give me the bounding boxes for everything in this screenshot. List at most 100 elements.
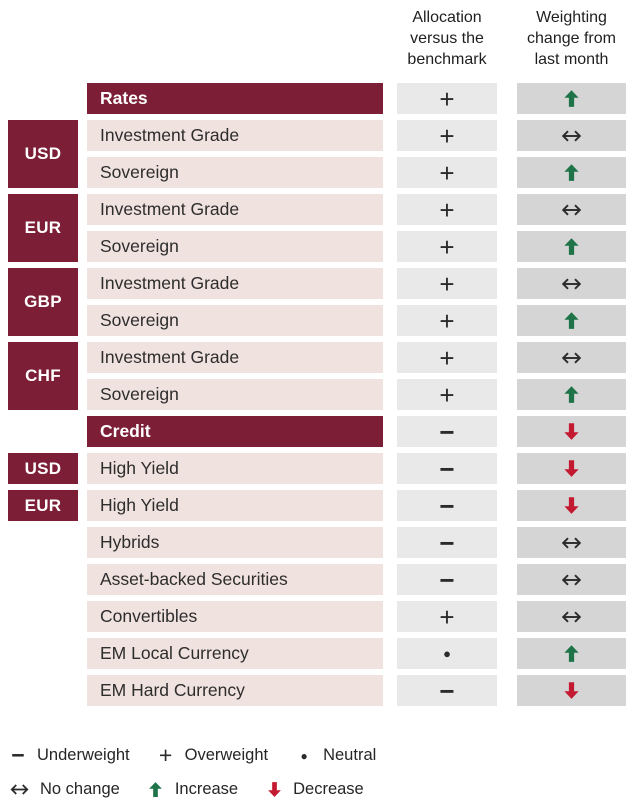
row-label: EM Local Currency [87, 638, 383, 669]
increase-arrow-icon [149, 782, 163, 797]
legend-line-allocation: − Underweight + Overweight ● Neutral [8, 744, 628, 767]
currency-badge: CHF [8, 342, 78, 410]
decrease-arrow-icon [564, 682, 579, 699]
legend-label: Underweight [37, 746, 130, 764]
currency-label: GBP [24, 292, 62, 311]
allocation-cell: + [397, 601, 497, 632]
weighting-cell [517, 83, 626, 114]
underweight-minus-icon: − [11, 742, 25, 768]
table-header: Allocation versus the benchmark Weightin… [8, 5, 628, 77]
legend-label: Decrease [293, 780, 364, 798]
currency-badge: GBP [8, 268, 78, 336]
weighting-cell [517, 601, 626, 632]
legend: − Underweight + Overweight ● Neutral No … [8, 744, 628, 799]
section-header: Rates [87, 83, 383, 114]
legend-item-decrease: Decrease [264, 780, 364, 799]
row-label: Convertibles [87, 601, 383, 632]
allocation-cell: − [397, 564, 497, 595]
row-label: Investment Grade [87, 194, 383, 225]
increase-arrow-icon [564, 645, 579, 662]
no-change-arrow-icon [561, 611, 582, 622]
weighting-cell [517, 305, 626, 336]
row-label: High Yield [87, 453, 383, 484]
section-header: Credit [87, 416, 383, 447]
allocation-cell: + [397, 231, 497, 262]
row-label: Investment Grade [87, 268, 383, 299]
allocation-cell: − [397, 453, 497, 484]
weighting-cell [517, 379, 626, 410]
weighting-cell [517, 194, 626, 225]
allocation-cell: + [397, 379, 497, 410]
row-label: Investment Grade [87, 342, 383, 373]
row-label: Investment Grade [87, 120, 383, 151]
no-change-arrow-icon [8, 783, 31, 796]
no-change-arrow-icon [561, 537, 582, 548]
column-header-allocation: Allocation versus the benchmark [407, 9, 487, 68]
currency-badge: USD [8, 453, 78, 484]
weighting-cell [517, 231, 626, 262]
weighting-cell [517, 490, 626, 521]
legend-item-overweight: + Overweight [156, 744, 268, 767]
allocation-cell: + [397, 268, 497, 299]
decrease-arrow-icon [564, 497, 579, 514]
legend-item-underweight: − Underweight [8, 742, 130, 768]
legend-item-increase: Increase [146, 780, 238, 799]
allocation-cell: − [397, 675, 497, 706]
legend-item-no-change: No change [8, 780, 120, 799]
row-label: Sovereign [87, 231, 383, 262]
legend-line-weighting: No change Increase Decrease [8, 780, 628, 799]
no-change-arrow-icon [561, 130, 582, 141]
allocation-cell: − [397, 527, 497, 558]
currency-label: USD [24, 458, 62, 478]
row-label: Sovereign [87, 379, 383, 410]
weighting-cell [517, 453, 626, 484]
increase-arrow-icon [564, 238, 579, 255]
allocation-cell: + [397, 83, 497, 114]
row-label: EM Hard Currency [87, 675, 383, 706]
no-change-arrow-icon [561, 574, 582, 585]
weighting-cell [517, 638, 626, 669]
currency-badge: USD [8, 120, 78, 188]
allocation-cell: − [397, 416, 497, 447]
weighting-cell [517, 527, 626, 558]
row-label: Hybrids [87, 527, 383, 558]
allocation-cell: + [397, 120, 497, 151]
allocation-cell: + [397, 194, 497, 225]
legend-label: No change [40, 780, 120, 798]
no-change-arrow-icon [561, 204, 582, 215]
allocation-cell: − [397, 490, 497, 521]
currency-label: EUR [24, 495, 62, 515]
legend-label: Increase [174, 780, 239, 798]
weighting-cell [517, 564, 626, 595]
weighting-cell [517, 342, 626, 373]
weighting-cell [517, 416, 626, 447]
increase-arrow-icon [146, 781, 166, 798]
row-label: Sovereign [87, 157, 383, 188]
currency-label: CHF [25, 366, 61, 385]
legend-item-neutral: ● Neutral [294, 746, 376, 765]
decrease-arrow-icon [264, 781, 284, 798]
increase-arrow-icon [564, 90, 579, 107]
legend-label: Overweight [184, 746, 269, 764]
increase-arrow-icon [564, 312, 579, 329]
weighting-cell [517, 120, 626, 151]
allocation-table: Rates + USD Investment Grade + Sovereign + EUR I… [8, 83, 628, 706]
increase-arrow-icon [564, 164, 579, 181]
overweight-plus-icon: + [158, 742, 173, 768]
weighting-cell [517, 157, 626, 188]
weighting-cell [517, 675, 626, 706]
row-label: Asset-backed Securities [87, 564, 383, 595]
currency-badge: EUR [8, 490, 78, 521]
weighting-cell [517, 268, 626, 299]
allocation-cell: ● [397, 638, 497, 669]
allocation-cell: + [397, 157, 497, 188]
legend-label: Neutral [323, 746, 377, 764]
no-change-arrow-icon [10, 784, 29, 795]
decrease-arrow-icon [564, 460, 579, 477]
allocation-cell: + [397, 342, 497, 373]
currency-label: USD [24, 144, 62, 163]
no-change-arrow-icon [561, 278, 582, 289]
allocation-cell: + [397, 305, 497, 336]
column-header-weighting: Weighting change from last month [527, 9, 616, 68]
